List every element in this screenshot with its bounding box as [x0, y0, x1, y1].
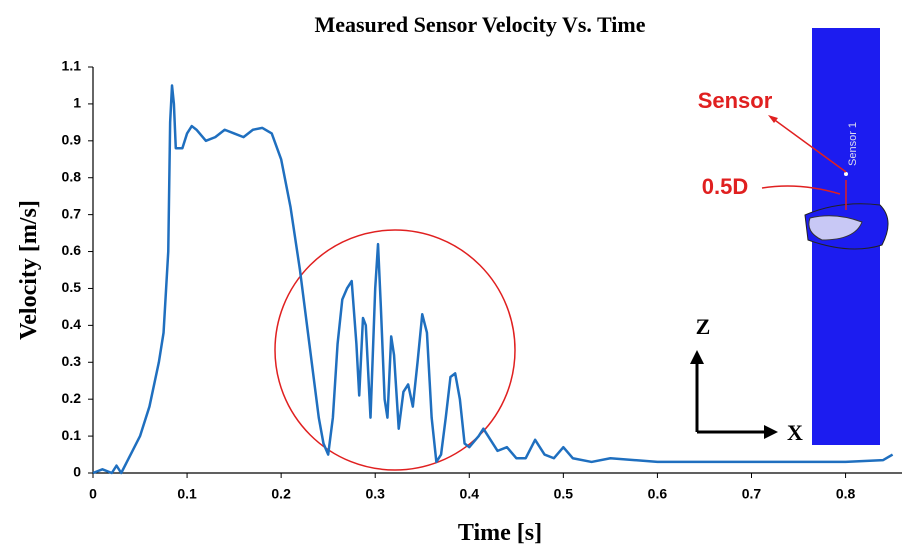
chart-title: Measured Sensor Velocity Vs. Time — [314, 12, 645, 37]
y-tick-label: 1 — [73, 95, 81, 111]
y-axis-label: Velocity [m/s] — [16, 200, 42, 340]
arrow-head — [764, 425, 778, 439]
x-tick-label: 0.6 — [648, 486, 668, 502]
y-tick-label: 0.5 — [62, 279, 82, 295]
highlight-circle — [274, 229, 516, 471]
y-tick-label: 0 — [73, 464, 81, 480]
y-tick-label: 0.8 — [62, 168, 82, 184]
distance-label: 0.5D — [702, 174, 748, 199]
y-tick-label: 0.6 — [62, 242, 82, 258]
sensor-id: Sensor 1 — [847, 122, 859, 166]
x-label: X — [787, 420, 803, 445]
valve-disc — [808, 215, 863, 241]
y-tick-label: 1.1 — [62, 58, 82, 74]
y-tick-label: 0.2 — [62, 390, 82, 406]
y-tick-label: 0.7 — [62, 205, 82, 221]
x-tick-label: 0.4 — [460, 486, 480, 502]
sensor-label: Sensor — [698, 88, 773, 113]
y-tick-label: 0.3 — [62, 353, 82, 369]
sensor-arrow — [771, 117, 847, 173]
x-tick-label: 0.3 — [365, 486, 385, 502]
y-tick-label: 0.1 — [62, 427, 82, 443]
distance-leader — [761, 185, 841, 195]
x-tick-label: 0.7 — [742, 486, 762, 502]
data-line — [92, 84, 894, 475]
z-label: Z — [696, 314, 711, 339]
x-tick-label: 0.8 — [836, 486, 856, 502]
x-tick-label: 0.5 — [554, 486, 574, 502]
arrow-head — [690, 350, 704, 364]
x-tick-label: 0.2 — [271, 486, 291, 502]
x-tick-label: 0.1 — [177, 486, 197, 502]
inset-diagram: Sensor 1 Sensor 0.5D Z X — [690, 28, 889, 445]
y-tick-label: 0.4 — [62, 316, 82, 332]
sensor-point — [844, 172, 848, 176]
x-tick-label: 0 — [89, 486, 97, 502]
arrow-head — [768, 115, 778, 123]
x-axis-label: Time [s] — [458, 520, 542, 546]
y-tick-label: 0.9 — [62, 132, 82, 148]
